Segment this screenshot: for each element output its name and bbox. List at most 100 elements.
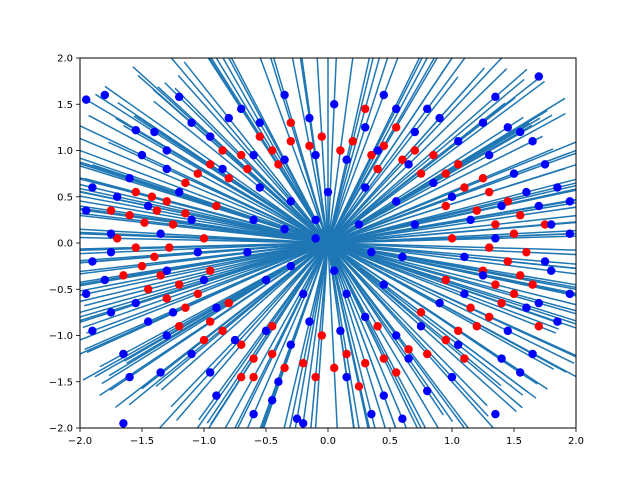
blue-data-point — [268, 396, 277, 405]
red-data-point — [361, 359, 370, 368]
blue-data-point — [534, 298, 543, 308]
red-data-point — [454, 326, 463, 336]
x-tick-label: 0.0 — [320, 436, 336, 447]
red-data-point — [540, 220, 550, 229]
blue-data-point — [305, 113, 314, 123]
blue-data-point — [342, 372, 351, 382]
blue-data-point — [435, 298, 444, 308]
blue-data-point — [100, 275, 110, 285]
blue-data-point — [292, 414, 302, 423]
blue-data-point — [82, 289, 91, 299]
blue-data-point — [429, 178, 438, 188]
connecting-line — [224, 231, 335, 428]
connecting-line — [324, 236, 422, 428]
blue-data-point — [547, 266, 556, 275]
blue-data-point — [354, 220, 364, 229]
red-data-point — [175, 322, 184, 331]
blue-data-point — [528, 137, 537, 146]
red-data-point — [274, 160, 283, 169]
connecting-line — [80, 236, 346, 324]
data-points — [82, 72, 574, 428]
red-data-point — [305, 141, 314, 151]
connecting-line — [317, 77, 540, 252]
blue-data-point — [156, 368, 165, 377]
red-data-point — [342, 349, 351, 359]
blue-data-point — [497, 354, 506, 363]
red-data-point — [162, 294, 171, 303]
blue-data-point — [379, 280, 388, 289]
red-data-point — [212, 201, 221, 211]
y-tick-label: 1.5 — [57, 100, 73, 111]
y-tick-label: −1.0 — [49, 331, 73, 342]
red-data-point — [268, 322, 277, 331]
blue-data-point — [534, 201, 543, 211]
red-data-point — [460, 183, 469, 192]
red-data-point — [423, 349, 432, 359]
blue-data-point — [361, 123, 370, 132]
blue-data-point — [237, 104, 246, 114]
red-data-point — [299, 359, 308, 368]
connecting-line — [320, 76, 459, 253]
blue-data-point — [392, 331, 401, 340]
blue-data-point — [199, 275, 209, 285]
red-data-point — [162, 197, 171, 206]
connecting-line — [272, 58, 333, 256]
connecting-line — [164, 82, 341, 256]
red-data-point — [528, 280, 537, 289]
blue-data-point — [336, 326, 345, 336]
red-data-point — [509, 289, 519, 299]
connecting-line — [325, 58, 371, 250]
red-data-point — [165, 243, 174, 252]
blue-data-point — [249, 409, 258, 419]
blue-data-point — [398, 414, 407, 423]
blue-data-point — [311, 150, 320, 160]
red-data-point — [280, 363, 289, 373]
connecting-line — [316, 233, 523, 409]
red-data-point — [392, 368, 401, 377]
blue-data-point — [168, 308, 178, 317]
y-tick-label: −2.0 — [49, 424, 73, 435]
red-data-point — [286, 137, 295, 146]
connecting-line — [313, 233, 548, 390]
blue-data-point — [547, 220, 556, 229]
blue-data-point — [367, 409, 376, 419]
red-data-point — [237, 372, 246, 382]
red-data-point — [392, 123, 401, 132]
blue-data-point — [379, 391, 388, 400]
blue-data-point — [249, 150, 258, 160]
y-tick-label: 0.5 — [57, 192, 73, 203]
blue-data-point — [249, 215, 258, 225]
blue-data-point — [113, 192, 122, 201]
red-data-point — [466, 303, 475, 312]
connecting-line — [315, 148, 554, 249]
blue-data-point — [478, 118, 488, 127]
blue-data-point — [88, 183, 97, 192]
connecting-line — [311, 178, 576, 248]
red-data-point — [509, 229, 519, 238]
x-tick-label: 2.0 — [568, 436, 584, 447]
connecting-line — [80, 238, 348, 296]
blue-data-point — [540, 160, 550, 169]
blue-data-point — [553, 317, 562, 326]
blue-data-point — [342, 155, 351, 164]
blue-data-point — [156, 229, 165, 238]
blue-data-point — [528, 349, 537, 359]
red-data-point — [206, 266, 215, 275]
connecting-line — [246, 229, 335, 428]
blue-data-point — [516, 127, 525, 137]
connecting-line — [314, 238, 576, 306]
red-data-point — [491, 220, 500, 229]
connecting-line — [321, 235, 465, 428]
connecting-line — [311, 198, 576, 247]
connecting-line — [80, 241, 346, 255]
red-data-point — [119, 271, 128, 280]
blue-data-point — [447, 372, 457, 382]
connecting-line — [283, 236, 331, 428]
red-data-point — [168, 220, 178, 229]
x-tick-label: 0.5 — [382, 436, 398, 447]
red-data-point — [503, 197, 512, 206]
red-data-point — [175, 280, 184, 289]
blue-data-point — [106, 308, 116, 317]
red-data-point — [441, 275, 450, 285]
connecting-line — [84, 236, 343, 351]
